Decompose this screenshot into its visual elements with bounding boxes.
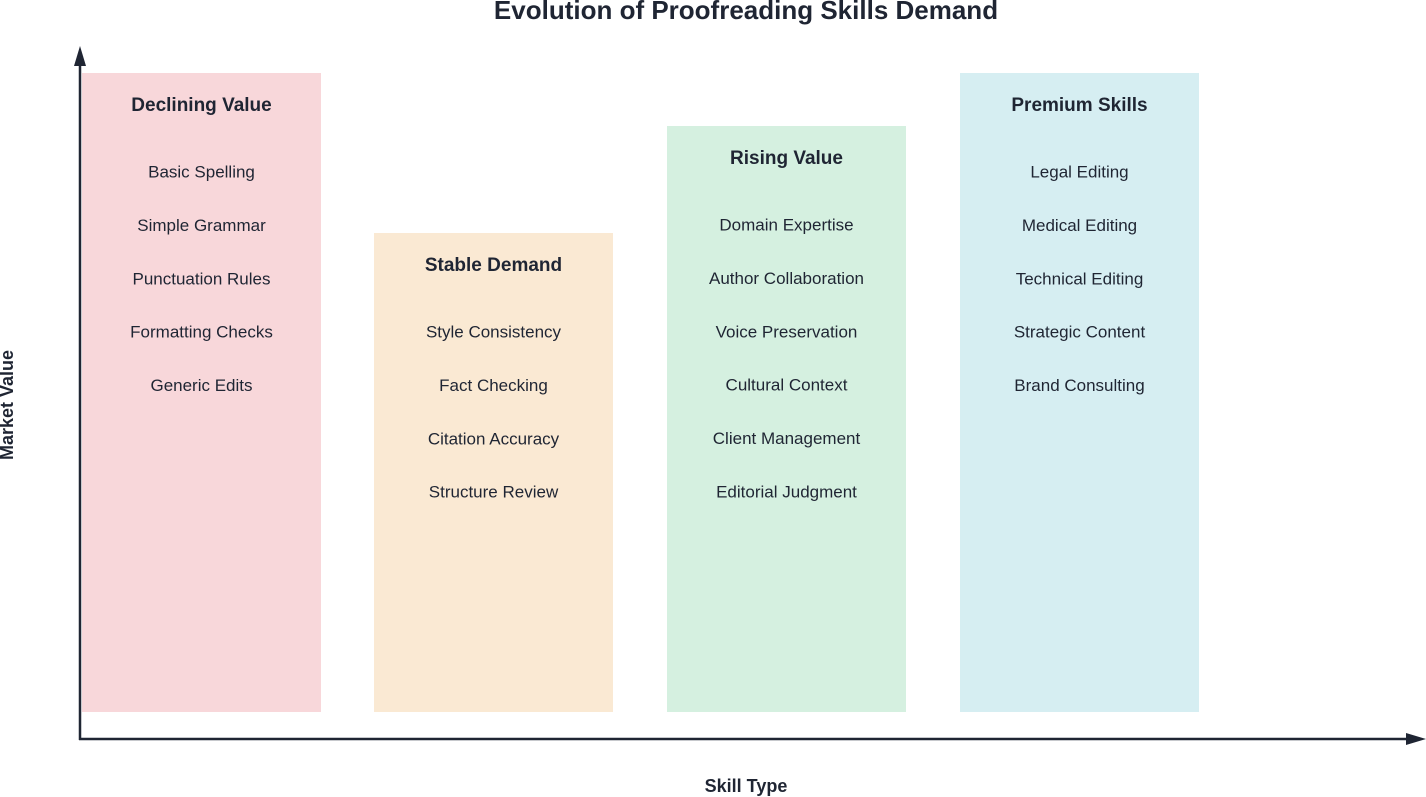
skill-item: Client Management <box>713 429 861 448</box>
skill-item: Author Collaboration <box>709 269 864 288</box>
x-axis-arrow <box>1406 733 1426 745</box>
skill-item: Citation Accuracy <box>428 429 560 448</box>
diagram-title: Evolution of Proofreading Skills Demand <box>494 0 998 25</box>
skill-item: Style Consistency <box>426 322 562 341</box>
skill-item: Domain Expertise <box>719 215 853 234</box>
skill-item: Generic Edits <box>150 376 252 395</box>
skill-item: Fact Checking <box>439 376 548 395</box>
skill-item: Structure Review <box>429 483 559 502</box>
skill-item: Technical Editing <box>1016 269 1144 288</box>
skill-item: Cultural Context <box>726 376 848 395</box>
skill-item: Simple Grammar <box>137 216 266 235</box>
skill-item: Legal Editing <box>1030 162 1128 181</box>
column-title: Declining Value <box>131 95 271 116</box>
column-title: Premium Skills <box>1011 95 1147 116</box>
skill-item: Editorial Judgment <box>716 482 857 501</box>
column-box <box>374 233 613 712</box>
skill-item: Voice Preservation <box>716 322 858 341</box>
skill-item: Basic Spelling <box>148 162 255 181</box>
column-box <box>82 73 321 712</box>
y-axis-arrow <box>74 46 86 66</box>
column-title: Rising Value <box>730 148 843 169</box>
column-box <box>667 126 906 712</box>
column-box <box>960 73 1199 712</box>
skill-item: Strategic Content <box>1014 323 1146 342</box>
skill-item: Medical Editing <box>1022 216 1137 235</box>
skill-item: Brand Consulting <box>1014 376 1144 395</box>
column-title: Stable Demand <box>425 255 562 276</box>
skill-item: Punctuation Rules <box>133 269 271 288</box>
columns: Declining Value Basic Spelling Simple Gram… <box>82 73 1199 712</box>
x-axis-label: Skill Type <box>705 776 788 796</box>
y-axis-label: Market Value <box>0 350 17 460</box>
skill-item: Formatting Checks <box>130 323 273 342</box>
